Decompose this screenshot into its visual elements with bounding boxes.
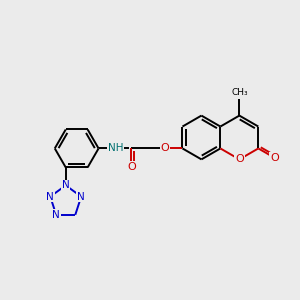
Text: N: N bbox=[46, 192, 54, 202]
Text: N: N bbox=[52, 210, 60, 220]
Text: N: N bbox=[77, 192, 85, 202]
Text: O: O bbox=[235, 154, 244, 164]
Text: N: N bbox=[62, 180, 70, 190]
Text: O: O bbox=[127, 162, 136, 172]
Text: O: O bbox=[160, 143, 169, 153]
Text: NH: NH bbox=[108, 143, 123, 153]
Text: O: O bbox=[270, 153, 279, 163]
Text: CH₃: CH₃ bbox=[231, 88, 248, 97]
